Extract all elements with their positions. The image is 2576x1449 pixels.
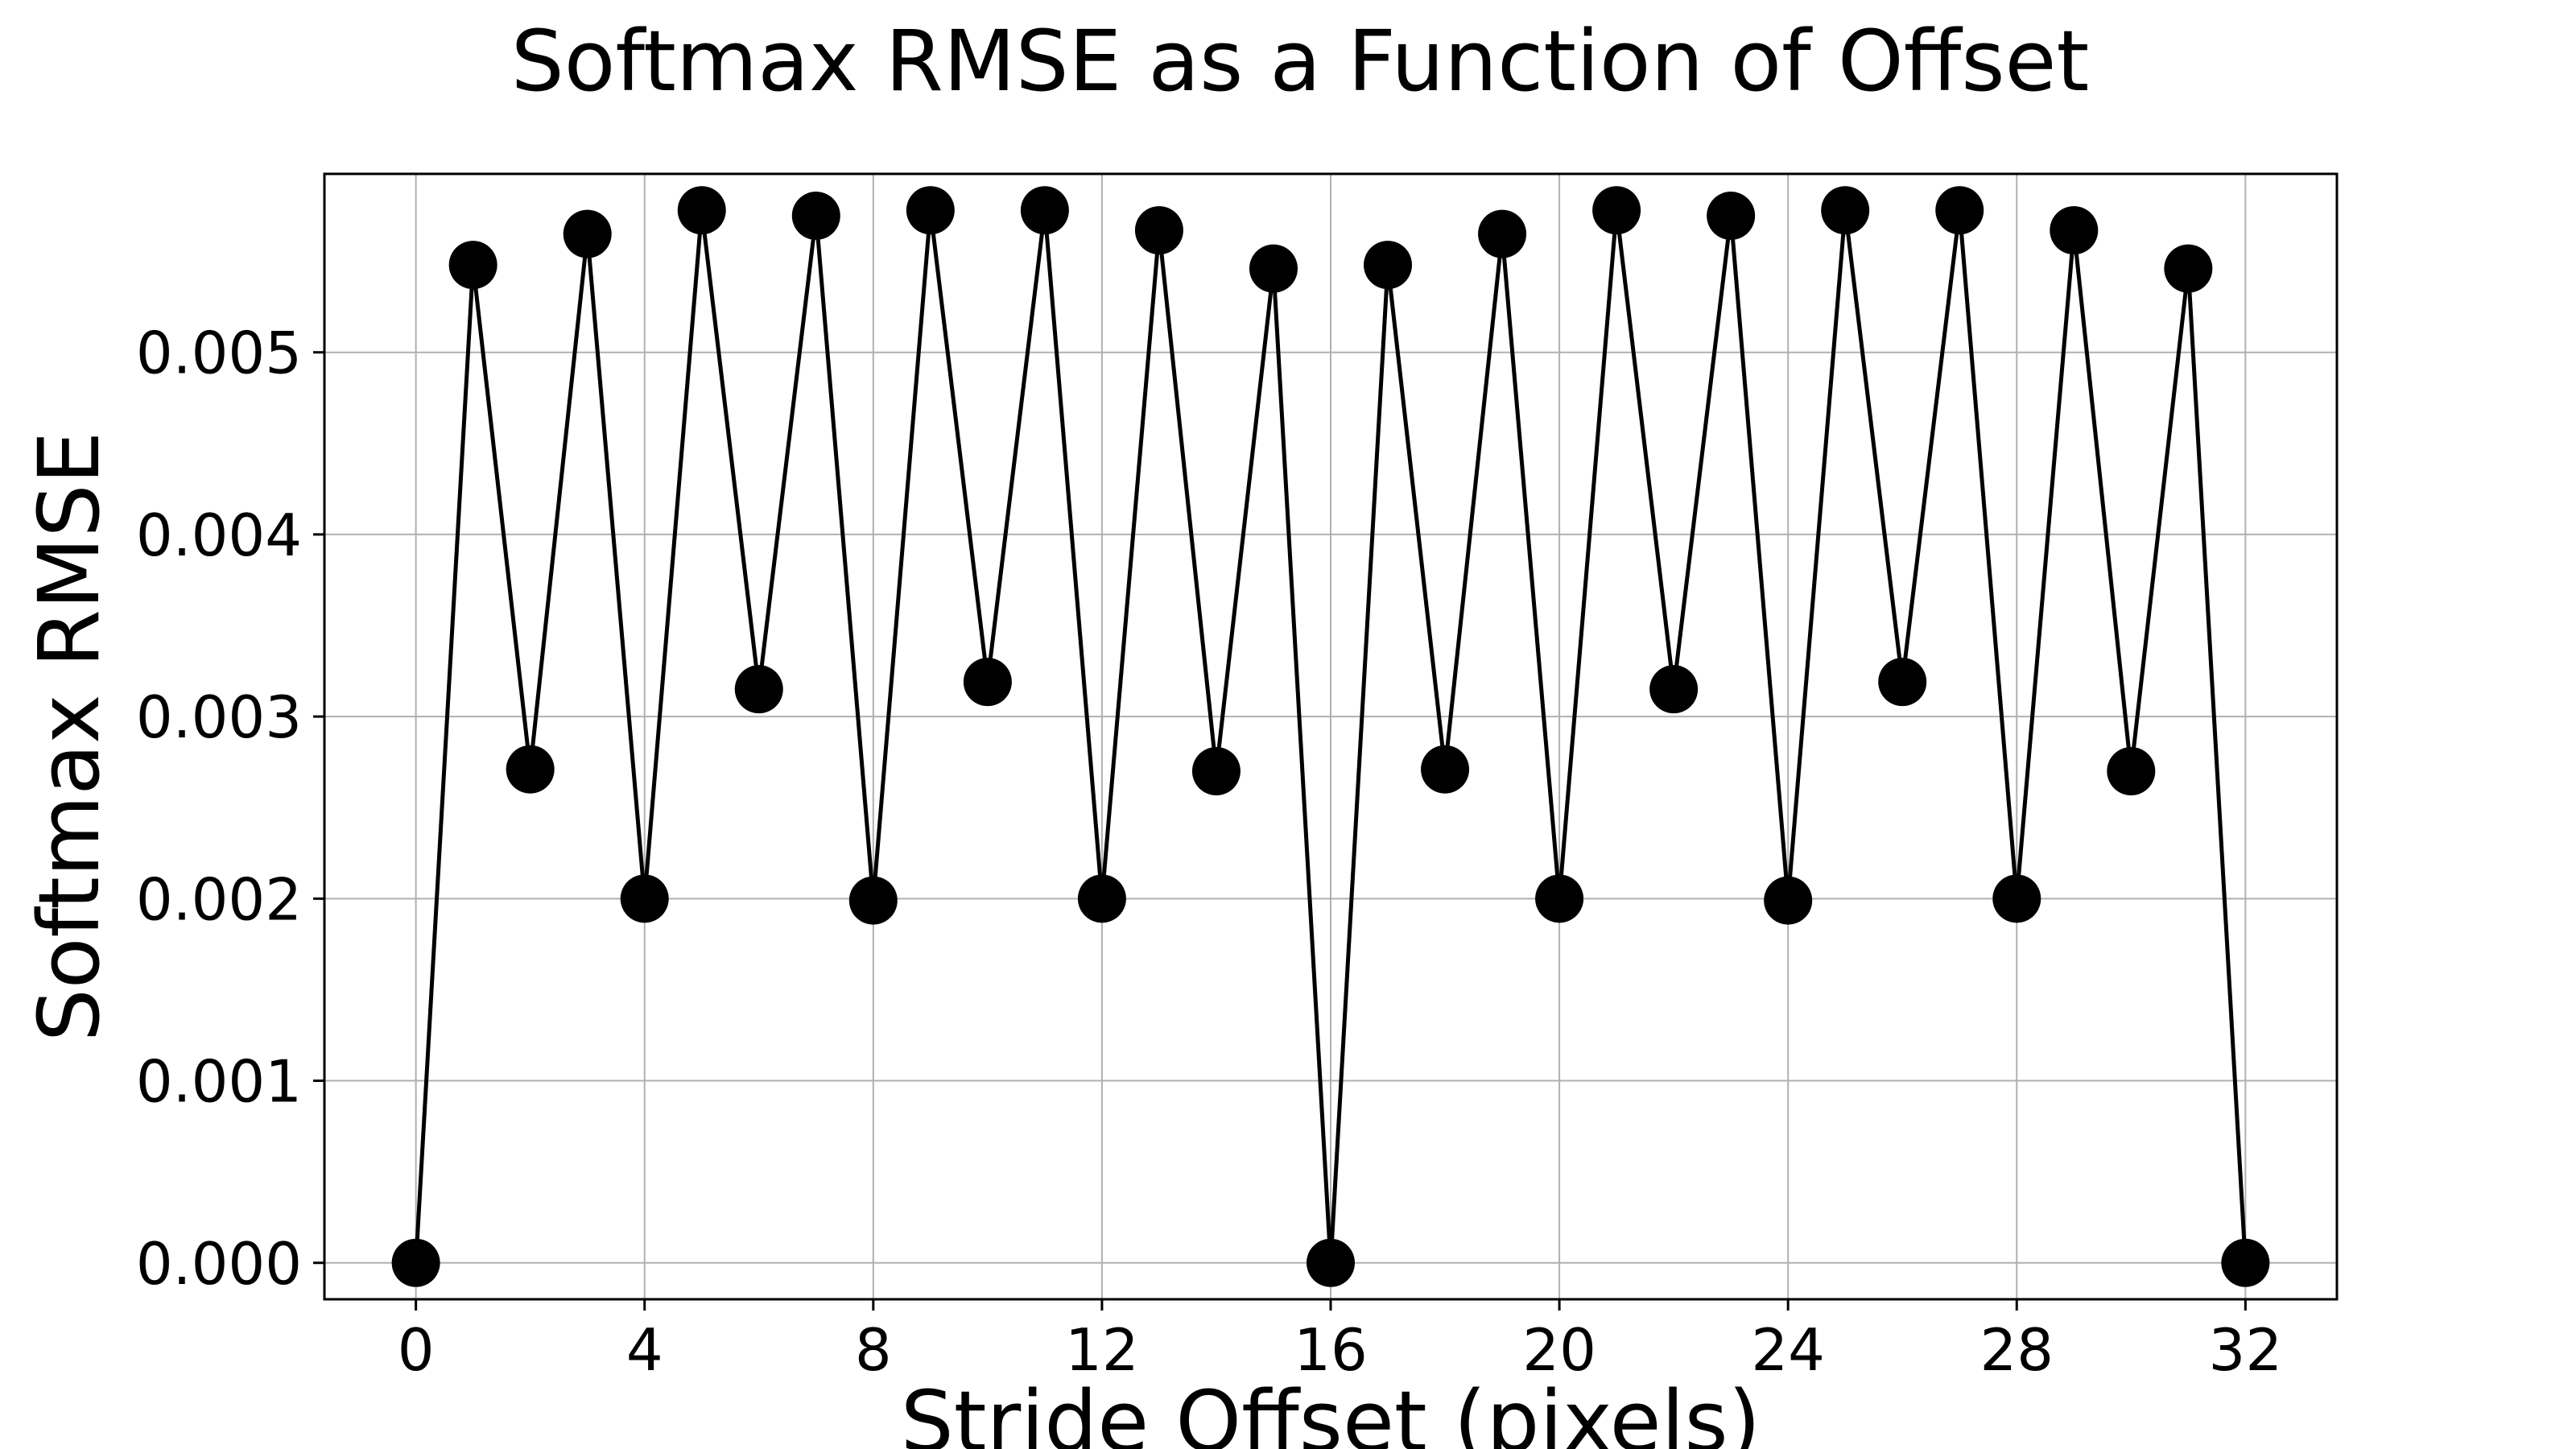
- y-tick-label: 0.000: [136, 1230, 302, 1298]
- x-tick-label: 4: [626, 1316, 663, 1384]
- data-point: [620, 874, 669, 923]
- data-point: [1307, 1238, 1355, 1287]
- data-point: [1649, 665, 1699, 714]
- data-point: [448, 241, 497, 290]
- y-tick-label: 0.004: [136, 502, 302, 569]
- x-tick-label: 20: [1522, 1316, 1596, 1384]
- data-point: [677, 186, 726, 235]
- data-point: [1249, 244, 1298, 293]
- x-tick-label: 0: [398, 1316, 435, 1384]
- data-point: [1707, 192, 1756, 241]
- data-point: [1364, 241, 1413, 290]
- data-point: [1478, 209, 1527, 258]
- data-point: [1935, 186, 1984, 235]
- x-tick-label: 12: [1065, 1316, 1139, 1384]
- x-axis-label: Stride Offset (pixels): [901, 1373, 1761, 1449]
- data-point: [2221, 1238, 2270, 1287]
- data-point: [791, 192, 840, 241]
- data-point: [1191, 746, 1241, 795]
- data-point: [1077, 874, 1126, 923]
- data-point: [1020, 186, 1069, 235]
- data-point: [1421, 745, 1470, 794]
- data-point: [2050, 206, 2099, 255]
- y-tick-label: 0.005: [136, 320, 302, 387]
- data-point: [1535, 874, 1584, 923]
- y-tick-label: 0.003: [136, 683, 302, 751]
- data-point: [1878, 658, 1927, 707]
- data-point: [1134, 206, 1183, 255]
- x-axis-ticks: 0 4 8 12 16 20 24 28 32: [398, 1299, 2282, 1384]
- data-point: [563, 209, 612, 258]
- x-tick-label: 28: [1979, 1316, 2054, 1384]
- series-softmax-rmse: [391, 186, 2270, 1287]
- chart-title: Softmax RMSE as a Function of Offset: [511, 12, 2090, 110]
- data-point: [1764, 876, 1813, 925]
- data-point: [2107, 746, 2156, 795]
- x-tick-label: 16: [1294, 1316, 1368, 1384]
- data-point: [963, 658, 1012, 707]
- x-tick-label: 24: [1751, 1316, 1825, 1384]
- y-tick-label: 0.002: [136, 865, 302, 933]
- data-point: [734, 665, 783, 714]
- y-axis-ticks: 0.000 0.001 0.002 0.003 0.004 0.005: [136, 320, 324, 1298]
- x-tick-label: 8: [855, 1316, 892, 1384]
- data-point: [506, 745, 555, 794]
- x-tick-label: 32: [2209, 1316, 2283, 1384]
- y-axis-label: Softmax RMSE: [20, 431, 118, 1042]
- data-point: [391, 1238, 440, 1287]
- y-tick-label: 0.001: [136, 1048, 302, 1116]
- data-point: [848, 876, 898, 925]
- data-point: [2164, 244, 2213, 293]
- data-point: [906, 186, 955, 235]
- data-point: [1592, 186, 1641, 235]
- data-point: [1992, 874, 2041, 923]
- data-point: [1821, 186, 1870, 235]
